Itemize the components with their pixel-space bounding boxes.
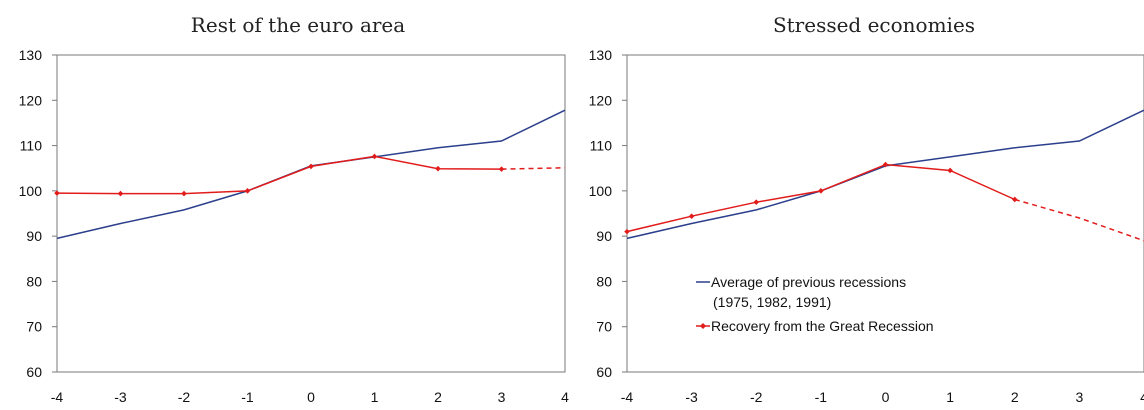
data-point-marker (498, 166, 505, 172)
chart-title-right: Stressed economies (773, 13, 975, 37)
y-tick-label: 110 (20, 138, 43, 154)
data-point-marker (753, 199, 760, 205)
legend-label-average: Average of previous recessions (711, 274, 906, 290)
x-tick-label: 1 (946, 389, 954, 405)
data-point-marker (624, 228, 630, 235)
data-point-marker (117, 190, 124, 197)
legend-label-average-years: (1975, 1982, 1991) (713, 294, 831, 310)
x-tick-label: 4 (561, 389, 569, 405)
data-point-marker (308, 163, 314, 170)
x-tick-label: 1 (371, 389, 379, 405)
x-tick-label: 0 (307, 389, 315, 405)
data-point-marker (947, 167, 953, 174)
series-line-recovery (626, 163, 1016, 233)
data-point-marker (818, 188, 824, 194)
y-tick-label: 90 (26, 228, 42, 244)
legend: Average of previous recessions (1975, 19… (696, 274, 934, 334)
y-tick-label: 120 (589, 92, 613, 108)
data-point-marker (1011, 196, 1018, 203)
y-tick-label: 70 (596, 319, 612, 335)
legend-marker-recovery (700, 323, 706, 329)
series-line-projection (501, 167, 566, 170)
x-tick-label: 2 (1011, 389, 1019, 405)
x-tick-label: -1 (241, 389, 254, 405)
data-point-marker (882, 161, 889, 168)
x-tick-label: 0 (882, 389, 890, 405)
x-tick-label: 4 (1140, 389, 1144, 405)
legend-label-recovery: Recovery from the Great Recession (711, 318, 934, 334)
chart-panel-right: Stressed economies 60708090100110120130-… (589, 13, 1144, 405)
y-tick-label: 60 (26, 364, 42, 380)
chart-panel-left: Rest of the euro area 607080901001101201… (19, 13, 569, 405)
data-point-marker (54, 190, 60, 196)
chart-title-left: Rest of the euro area (191, 13, 405, 37)
x-tick-label: 2 (434, 389, 442, 405)
x-tick-label: -2 (178, 389, 191, 405)
y-tick-label: 80 (26, 273, 42, 289)
y-tick-label: 100 (19, 183, 43, 199)
x-tick-label: 3 (498, 389, 506, 405)
y-tick-label: 130 (589, 47, 613, 63)
x-tick-label: 3 (1075, 389, 1083, 405)
series-line-recovery (56, 155, 502, 195)
y-tick-label: 110 (590, 138, 613, 154)
plot-frame (626, 54, 1144, 373)
x-tick-label: -1 (815, 389, 828, 405)
y-tick-label: 120 (19, 92, 43, 108)
y-tick-label: 60 (596, 364, 612, 380)
data-point-marker (435, 165, 441, 172)
y-tick-label: 80 (596, 273, 612, 289)
y-tick-label: 70 (26, 319, 42, 335)
plot-frame (56, 54, 566, 373)
data-point-marker (371, 153, 378, 160)
data-point-marker (688, 213, 695, 220)
series-line-projection (1014, 198, 1144, 242)
y-tick-label: 130 (19, 47, 43, 63)
y-tick-label: 90 (596, 228, 612, 244)
x-tick-label: -4 (621, 389, 634, 405)
series-line-average (56, 109, 566, 240)
data-point-marker (244, 188, 251, 194)
x-tick-label: -4 (51, 389, 64, 405)
x-tick-label: -3 (685, 389, 698, 405)
x-tick-label: -3 (114, 389, 127, 405)
data-point-marker (181, 190, 187, 197)
series-line-average (626, 109, 1144, 240)
y-tick-label: 100 (589, 183, 613, 199)
x-tick-label: -2 (750, 389, 763, 405)
